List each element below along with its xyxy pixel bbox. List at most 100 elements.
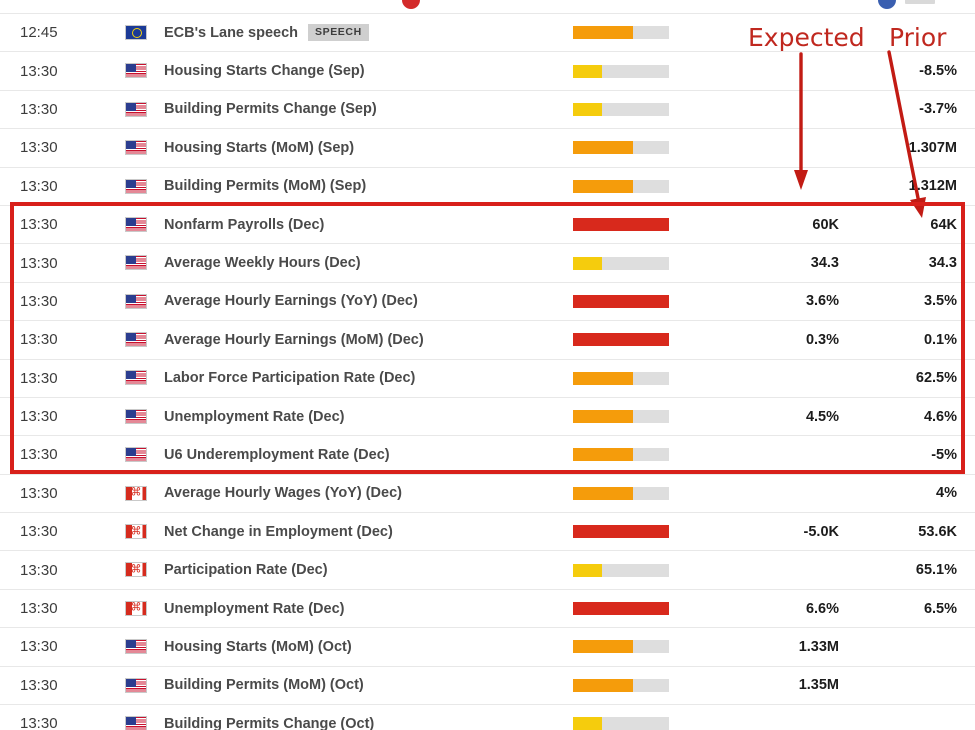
event-time: 13:30 (20, 331, 58, 349)
event-name: Average Weekly Hours (Dec) (164, 255, 361, 272)
impact-bar-fill-medium (573, 371, 634, 385)
impact-cell (565, 705, 715, 730)
country-flag-cell (118, 397, 154, 435)
expected-value (715, 90, 865, 128)
event-name: Building Permits Change (Sep) (164, 101, 377, 118)
event-name: Participation Rate (Dec) (164, 562, 328, 579)
impact-bar-fill-low (573, 563, 602, 577)
expected-value: 6.6% (805, 600, 839, 617)
table-row[interactable]: 13:30 Building Permits (MoM) (Sep) 1.312M (0, 167, 975, 205)
table-row[interactable]: 13:30 Average Weekly Hours (Dec) 34.3 34.3 (0, 243, 975, 282)
event-name-cell[interactable]: Average Hourly Earnings (MoM) (Dec) (154, 321, 565, 359)
event-name-cell[interactable]: Building Permits (MoM) (Oct) (154, 666, 565, 704)
event-time: 13:30 (20, 100, 58, 118)
event-name-cell[interactable]: Building Permits (MoM) (Sep) (154, 167, 565, 205)
event-name: Labor Force Participation Rate (Dec) (164, 370, 416, 387)
impact-bar-fill-medium (573, 448, 634, 462)
table-row[interactable]: 13:30 ⌘ Net Change in Employment (Dec) -5.0… (0, 512, 975, 551)
impact-cell (565, 436, 715, 474)
prior-value: 1.312M (908, 178, 957, 195)
event-name-cell[interactable]: Housing Starts (MoM) (Oct) (154, 628, 565, 666)
table-row[interactable]: 13:30 Building Permits Change (Sep) -3.7% (0, 90, 975, 128)
impact-bar-fill-high (573, 294, 669, 308)
flag-united-states-icon (125, 370, 147, 386)
event-name-cell[interactable]: Average Hourly Earnings (YoY) (Dec) (154, 282, 565, 320)
table-row[interactable]: 12:45 ECB's Lane speech SPEECH (0, 13, 975, 52)
table-row[interactable]: 13:30 Building Permits Change (Oct) (0, 704, 975, 730)
flag-european-union-icon (125, 24, 147, 40)
impact-cell (565, 589, 715, 627)
event-name-cell[interactable]: Average Hourly Wages (YoY) (Dec) (154, 474, 565, 512)
table-row[interactable]: 13:30 Housing Starts (MoM) (Sep) 1.307M (0, 128, 975, 167)
prior-value: 6.5% (923, 600, 957, 617)
impact-cell (565, 359, 715, 397)
table-row[interactable]: 13:30 Housing Starts (MoM) (Oct) 1.33M (0, 627, 975, 666)
event-time: 13:30 (20, 139, 58, 157)
event-time: 13:30 (20, 254, 58, 272)
impact-bar-fill-high (573, 333, 669, 347)
maple-leaf-icon: ⌘ (130, 525, 142, 538)
impact-bar-fill-low (573, 64, 602, 78)
impact-cell (565, 628, 715, 666)
prior-value: 53.6K (918, 523, 957, 540)
table-row[interactable]: 13:30 Nonfarm Payrolls (Dec) 60K 64K (0, 205, 975, 243)
event-time: 13:30 (20, 523, 58, 541)
event-name-cell[interactable]: U6 Underemployment Rate (Dec) (154, 436, 565, 474)
table-row[interactable]: 13:30 Labor Force Participation Rate (Dec… (0, 359, 975, 397)
impact-cell (565, 90, 715, 128)
impact-cell (565, 205, 715, 243)
country-flag-cell (118, 129, 154, 167)
table-row[interactable]: 13:30 Average Hourly Earnings (YoY) (Dec)… (0, 282, 975, 320)
event-name: Average Hourly Earnings (MoM) (Dec) (164, 331, 424, 348)
event-name-cell[interactable]: Housing Starts Change (Sep) (154, 52, 565, 90)
flag-united-states-icon (125, 101, 147, 117)
event-name: Housing Starts (MoM) (Sep) (164, 139, 355, 156)
expected-value: 1.35M (798, 677, 839, 694)
expected-value: 0.3% (805, 331, 839, 348)
maple-leaf-icon: ⌘ (130, 601, 142, 614)
impact-bar-fill-high (573, 525, 669, 539)
flag-united-states-icon (125, 677, 147, 693)
event-name-cell[interactable]: Nonfarm Payrolls (Dec) (154, 205, 565, 243)
table-row[interactable]: 13:30 Housing Starts Change (Sep) -8.5% (0, 51, 975, 90)
event-name-cell[interactable]: Average Weekly Hours (Dec) (154, 244, 565, 282)
table-row[interactable]: 13:30 Average Hourly Earnings (MoM) (Dec)… (0, 320, 975, 359)
event-name-cell[interactable]: ECB's Lane speech SPEECH (154, 14, 565, 52)
flag-canada-icon: ⌘ (125, 485, 147, 501)
flag-united-states-icon (125, 216, 147, 232)
event-time: 12:45 (20, 24, 58, 42)
event-name: ECB's Lane speech (164, 25, 298, 42)
event-name-cell[interactable]: Housing Starts (MoM) (Sep) (154, 129, 565, 167)
table-row[interactable]: 13:30 ⌘ Participation Rate (Dec) 65.1% (0, 550, 975, 589)
event-name-cell[interactable]: Net Change in Employment (Dec) (154, 513, 565, 551)
impact-cell (565, 666, 715, 704)
prior-value (865, 666, 975, 704)
event-name-cell[interactable]: Participation Rate (Dec) (154, 551, 565, 589)
event-name-cell[interactable]: Building Permits Change (Sep) (154, 90, 565, 128)
table-row[interactable]: 13:30 Unemployment Rate (Dec) 4.5% 4.6% (0, 397, 975, 435)
event-name-cell[interactable]: Unemployment Rate (Dec) (154, 397, 565, 435)
table-row[interactable]: 13:30 ⌘ Unemployment Rate (Dec) 6.6% 6.5% (0, 589, 975, 627)
event-name-cell[interactable]: Unemployment Rate (Dec) (154, 589, 565, 627)
event-name: Nonfarm Payrolls (Dec) (164, 216, 325, 233)
event-time: 13:30 (20, 638, 58, 656)
event-name: Building Permits Change (Oct) (164, 715, 375, 730)
impact-bar-fill-low (573, 102, 602, 116)
table-row[interactable]: 13:30 U6 Underemployment Rate (Dec) -5% (0, 435, 975, 474)
flag-united-states-icon (125, 63, 147, 79)
country-flag-cell: ⌘ (118, 589, 154, 627)
impact-bar-track (573, 64, 669, 78)
maple-leaf-icon: ⌘ (130, 486, 142, 499)
impact-bar-fill-medium (573, 640, 634, 654)
table-row[interactable]: 13:30 Building Permits (MoM) (Oct) 1.35M (0, 666, 975, 704)
table-row[interactable]: 13:30 ⌘ Average Hourly Wages (YoY) (Dec) 4% (0, 474, 975, 512)
impact-bar-track (573, 141, 669, 155)
event-name-cell[interactable]: Labor Force Participation Rate (Dec) (154, 359, 565, 397)
event-name: Unemployment Rate (Dec) (164, 600, 345, 617)
impact-cell (565, 52, 715, 90)
country-flag-cell (118, 359, 154, 397)
impact-bar-track (573, 640, 669, 654)
country-flag-cell (118, 628, 154, 666)
event-name-cell[interactable]: Building Permits Change (Oct) (154, 705, 565, 730)
flag-united-states-icon (125, 408, 147, 424)
